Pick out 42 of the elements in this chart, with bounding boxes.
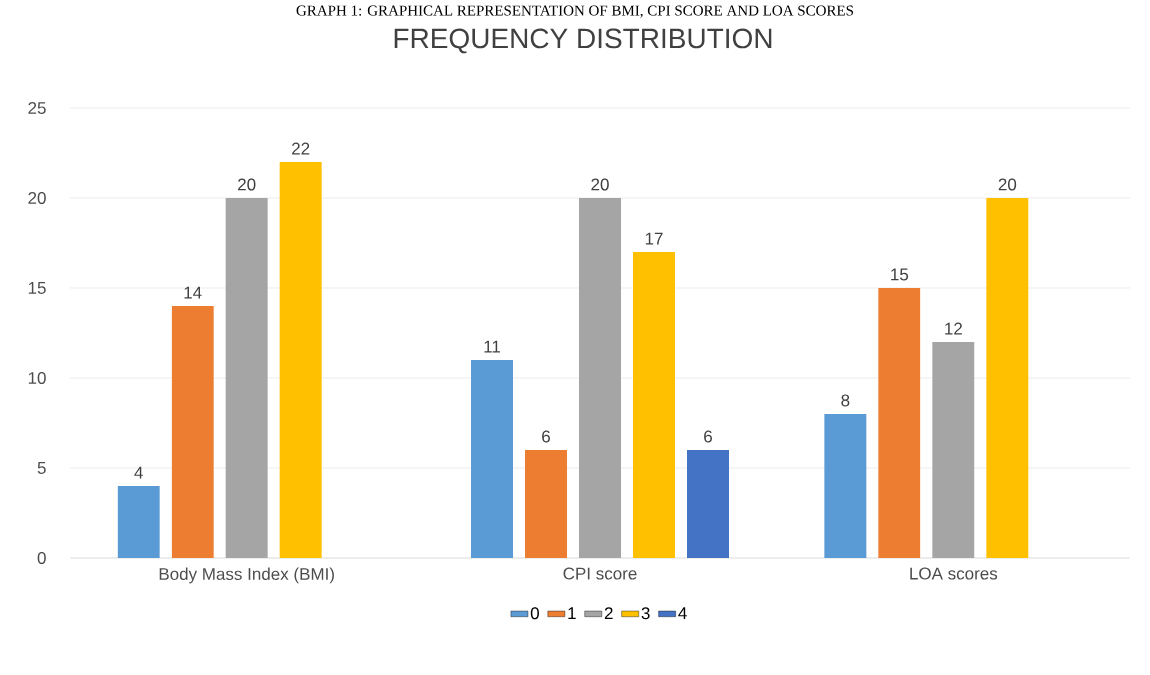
bar bbox=[633, 252, 676, 558]
bar bbox=[579, 198, 622, 558]
x-tick-label: Body Mass Index (BMI) bbox=[159, 567, 334, 584]
bar bbox=[225, 198, 268, 558]
chart-subtitle: FREQUENCY DISTRIBUTION bbox=[394, 28, 772, 54]
bar bbox=[117, 486, 160, 558]
data-label: 20 bbox=[591, 178, 609, 191]
y-tick-label: 25 bbox=[28, 101, 46, 115]
bar bbox=[986, 198, 1029, 558]
y-tick-label: 15 bbox=[28, 282, 46, 294]
y-tick-label: 0 bbox=[37, 551, 46, 565]
legend-label: 4 bbox=[678, 607, 687, 619]
data-label: 20 bbox=[998, 178, 1017, 191]
data-label: 11 bbox=[484, 340, 500, 353]
y-tick-label: 20 bbox=[28, 191, 46, 205]
data-label: 22 bbox=[292, 142, 310, 155]
bar bbox=[525, 450, 568, 558]
legend-label: 2 bbox=[604, 607, 613, 620]
data-label: 6 bbox=[704, 430, 712, 443]
data-label: 15 bbox=[891, 268, 909, 281]
y-tick-label: 5 bbox=[37, 462, 46, 474]
data-label: 4 bbox=[134, 466, 143, 479]
legend-label: 0 bbox=[530, 607, 539, 620]
bar bbox=[687, 450, 730, 558]
data-label: 17 bbox=[645, 232, 663, 245]
bar bbox=[932, 342, 975, 558]
bar bbox=[824, 414, 867, 558]
chart-title: GRAPH 1: GRAPHICAL REPRESENTATION OF BMI, CPI SCORE AND LOA SCORES bbox=[296, 5, 854, 18]
data-label: 12 bbox=[945, 322, 962, 335]
bar bbox=[878, 288, 921, 558]
x-tick-label: LOA scores bbox=[910, 567, 998, 580]
bar bbox=[471, 360, 514, 558]
legend-label: 3 bbox=[641, 607, 650, 620]
bar bbox=[171, 306, 214, 558]
data-label: 14 bbox=[184, 286, 202, 299]
bar bbox=[279, 162, 322, 558]
x-tick-label: CPI score bbox=[563, 567, 637, 580]
legend-label: 1 bbox=[568, 607, 576, 619]
data-label: 6 bbox=[542, 430, 550, 443]
data-label: 8 bbox=[841, 394, 850, 407]
y-tick-label: 10 bbox=[28, 371, 46, 385]
data-label: 20 bbox=[238, 178, 256, 191]
